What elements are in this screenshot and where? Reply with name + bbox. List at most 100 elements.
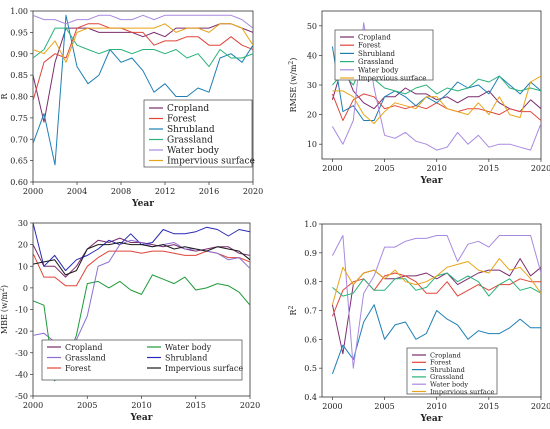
x-tick-label: 2016: [199, 187, 219, 196]
legend-box: [143, 99, 253, 168]
legend-label-water-body: Water body: [167, 146, 220, 156]
y-tick-label: 40: [307, 51, 317, 60]
legend-label-forest: Forest: [358, 42, 381, 50]
x-tick-label: 2005: [374, 164, 394, 173]
x-tick-label: 2020: [531, 164, 550, 173]
x-tick-label: 2008: [111, 187, 131, 196]
y-tick-label: 1.0: [304, 220, 317, 229]
y-tick-label: 0.5: [304, 364, 317, 373]
y-tick-label: 0.65: [10, 157, 28, 166]
x-axis-label: Year: [130, 413, 153, 423]
x-tick-label: 2005: [374, 402, 394, 411]
legend-label-water-body: Water body: [430, 381, 468, 389]
y-tick-label: -30: [15, 349, 28, 358]
x-tick-label: 2020: [240, 401, 260, 410]
x-tick-label: 2015: [186, 401, 206, 410]
legend-label-water-body: Water body: [358, 66, 398, 74]
y-axis-label: R: [0, 93, 9, 100]
legend-label-cropland: Cropland: [65, 343, 102, 352]
y-tick-label: 10: [307, 140, 317, 149]
y-tick-label: 0.9: [304, 249, 317, 258]
legend-label-grassland: Grassland: [430, 373, 464, 381]
series-line-grassland: [33, 27, 253, 68]
legend-label-forest: Forest: [430, 359, 452, 367]
y-tick-label: 0.90: [10, 50, 28, 59]
y-tick-label: 0.75: [10, 114, 28, 123]
x-tick-label: 2000: [23, 401, 43, 410]
legend-label-grassland: Grassland: [358, 58, 394, 66]
x-tick-label: 2000: [23, 187, 43, 196]
y-tick-label: 30: [307, 81, 317, 90]
series-line-shrubland: [33, 14, 253, 166]
legend-label-impervious-surface: Impervious surface: [167, 157, 255, 167]
y-tick-label: 0.80: [10, 93, 28, 102]
y-tick-label: 20: [18, 241, 28, 250]
x-tick-label: 2015: [479, 402, 499, 411]
panel-3: 2000 2005 2010 2015 2020 -50 -40 -30 -20 -10 0 10 20…: [0, 219, 260, 423]
y-tick-label: 50: [307, 22, 317, 31]
legend-label-shrubland: Shrubland: [358, 50, 396, 58]
legend-label-cropland: Cropland: [358, 33, 391, 41]
y-tick-label: 0.95: [10, 28, 28, 37]
legend-label-cropland: Cropland: [430, 351, 462, 359]
x-tick-label: 2020: [243, 187, 263, 196]
series-line-shrubland: [331, 46, 541, 121]
y-tick-label: 0.4: [304, 393, 317, 402]
x-axis-label: Year: [131, 199, 154, 209]
x-axis-label: Year: [420, 414, 443, 424]
y-tick-label: -40: [15, 370, 28, 379]
y-axis-label: RMSE(w/m2): [288, 58, 298, 113]
series-line-grassland: [33, 239, 250, 358]
legend-label-grassland: Grassland: [167, 136, 213, 146]
legend-label-impervious-surface: Impervious surface: [358, 74, 426, 82]
y-tick-label: 1.00: [10, 7, 28, 16]
legend-label-forest: Forest: [167, 115, 196, 125]
legend-label-impervious-surface: Impervious surface: [165, 364, 243, 373]
x-tick-label: 2000: [322, 164, 342, 173]
y-tick-label: 10: [18, 262, 28, 271]
panel-2: 2000 2005 2010 2015 2020 10 20 30 40 50 Year RMSE(w…: [288, 10, 550, 186]
series-line-forest: [33, 23, 253, 101]
y-tick-label: 20: [307, 111, 317, 120]
legend-label-shrubland: Shrubland: [430, 366, 466, 374]
y-axis-label: R2: [288, 305, 298, 315]
y-tick-label: -50: [15, 392, 28, 401]
legend-label-forest: Forest: [65, 364, 92, 373]
x-tick-label: 2010: [427, 164, 447, 173]
y-tick-label: 0.60: [10, 178, 28, 187]
y-axis-label: MBE(w/m2): [0, 285, 9, 334]
series-line-impervious-surface: [332, 75, 541, 124]
x-tick-label: 2000: [322, 402, 342, 411]
series-line-impervious-surface: [33, 23, 253, 63]
y-tick-label: -20: [15, 327, 28, 336]
y-tick-label: 0.7: [304, 307, 317, 316]
series-line-impervious-surface: [33, 242, 250, 276]
legend-box: [334, 29, 434, 81]
legend-label-grassland: Grassland: [65, 353, 106, 362]
x-tick-label: 2004: [67, 187, 87, 196]
x-tick-label: 2010: [427, 402, 447, 411]
panel-4: 2000 2005 2010 2015 2020 0.4 0.5 0.6 0.7 0.8 0.9 1.…: [288, 220, 550, 424]
x-tick-label: 2015: [479, 164, 499, 173]
legend-label-water-body: Water body: [165, 343, 212, 352]
series-line-water-body: [331, 235, 541, 369]
x-tick-label: 2020: [531, 402, 550, 411]
x-tick-label: 2010: [131, 401, 151, 410]
y-tick-label: 0.8: [304, 278, 317, 287]
legend-box: [406, 347, 498, 395]
x-axis-label: Year: [420, 176, 443, 186]
series-line-forest: [331, 93, 541, 121]
legend-label-shrubland: Shrubland: [165, 353, 207, 362]
y-tick-label: 0.6: [304, 335, 317, 344]
series-line-water-body: [33, 14, 253, 29]
legend-label-impervious-surface: Impervious surface: [430, 388, 495, 396]
series-line-forest: [33, 250, 250, 287]
x-tick-label: 2005: [77, 401, 97, 410]
legend-box: [41, 339, 243, 381]
panel-1: 2000 2004 2008 2012 2016 2020 0.60 0.65 0.70 0.75…: [0, 7, 263, 209]
series-line-impervious-surface: [331, 258, 541, 305]
